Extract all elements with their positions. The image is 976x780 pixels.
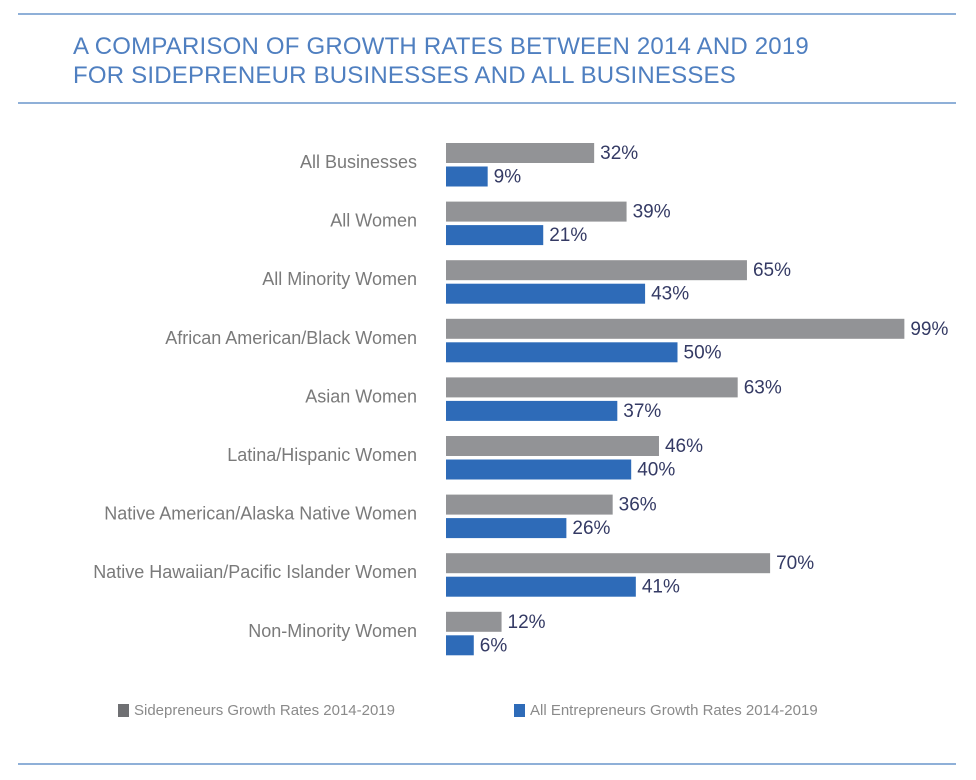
- bar-sidepreneurs: [446, 553, 771, 574]
- bar-all-entrepreneurs: [446, 225, 544, 246]
- bar-chart: All Businesses 32% 9% All Women 39% 21% All Mi…: [93, 143, 949, 656]
- value-label-all-entrepreneurs: 37%: [623, 401, 661, 422]
- bar-all-entrepreneurs: [446, 283, 646, 304]
- value-label-sidepreneurs: 12%: [508, 612, 546, 633]
- value-label-all-entrepreneurs: 21%: [549, 225, 587, 246]
- bar-sidepreneurs: [446, 143, 595, 163]
- legend-item-all-entrepreneurs: All Entrepreneurs Growth Rates 2014-2019: [514, 702, 818, 719]
- category-label: All Minority Women: [262, 269, 417, 289]
- value-label-all-entrepreneurs: 26%: [572, 518, 610, 539]
- bar-sidepreneurs: [446, 611, 502, 632]
- value-label-all-entrepreneurs: 9%: [494, 167, 522, 188]
- bar-all-entrepreneurs: [446, 166, 488, 187]
- category-label: All Businesses: [300, 152, 417, 172]
- bar-all-entrepreneurs: [446, 459, 632, 480]
- value-label-sidepreneurs: 39%: [633, 202, 671, 223]
- bar-all-entrepreneurs: [446, 342, 678, 363]
- bar-sidepreneurs: [446, 260, 747, 281]
- value-label-sidepreneurs: 63%: [744, 377, 782, 398]
- legend-swatch-all-entrepreneurs: [514, 704, 525, 717]
- bar-sidepreneurs: [446, 494, 613, 515]
- value-label-sidepreneurs: 46%: [665, 436, 703, 457]
- value-label-sidepreneurs: 70%: [776, 553, 814, 574]
- category-label: Non-Minority Women: [248, 621, 417, 641]
- legend-item-sidepreneurs: Sidepreneurs Growth Rates 2014-2019: [118, 702, 395, 719]
- bar-all-entrepreneurs: [446, 635, 474, 656]
- title-line-2: FOR SIDEPRENEUR BUSINESSES AND ALL BUSIN…: [73, 62, 736, 89]
- bar-sidepreneurs: [446, 377, 738, 398]
- bottom-rule: [18, 763, 956, 765]
- category-label: Native American/Alaska Native Women: [104, 504, 417, 524]
- value-label-all-entrepreneurs: 6%: [480, 635, 508, 656]
- legend-label-all-entrepreneurs: All Entrepreneurs Growth Rates 2014-2019: [530, 702, 818, 719]
- title-line-1: A COMPARISON OF GROWTH RATES BETWEEN 201…: [73, 33, 809, 60]
- bar-sidepreneurs: [446, 201, 627, 222]
- value-label-sidepreneurs: 32%: [600, 143, 638, 164]
- bar-all-entrepreneurs: [446, 400, 618, 421]
- category-label: Native Hawaiian/Pacific Islander Women: [93, 562, 417, 582]
- value-label-all-entrepreneurs: 50%: [684, 342, 722, 363]
- value-label-sidepreneurs: 99%: [910, 319, 948, 340]
- value-label-sidepreneurs: 65%: [753, 260, 791, 281]
- legend-label-sidepreneurs: Sidepreneurs Growth Rates 2014-2019: [134, 702, 395, 719]
- bar-sidepreneurs: [446, 318, 905, 339]
- title-rule: [18, 102, 956, 104]
- value-label-all-entrepreneurs: 43%: [651, 284, 689, 305]
- chart-title: A COMPARISON OF GROWTH RATES BETWEEN 201…: [73, 32, 809, 90]
- legend-swatch-sidepreneurs: [118, 704, 129, 717]
- top-rule: [18, 13, 956, 15]
- category-label: Asian Women: [305, 386, 417, 406]
- category-label: African American/Black Women: [165, 328, 417, 348]
- value-label-sidepreneurs: 36%: [619, 495, 657, 516]
- bar-all-entrepreneurs: [446, 518, 567, 539]
- category-label: All Women: [330, 211, 417, 231]
- value-label-all-entrepreneurs: 40%: [637, 460, 675, 481]
- value-label-all-entrepreneurs: 41%: [642, 577, 680, 598]
- category-label: Latina/Hispanic Women: [227, 445, 417, 465]
- bar-all-entrepreneurs: [446, 576, 636, 597]
- bar-sidepreneurs: [446, 436, 659, 456]
